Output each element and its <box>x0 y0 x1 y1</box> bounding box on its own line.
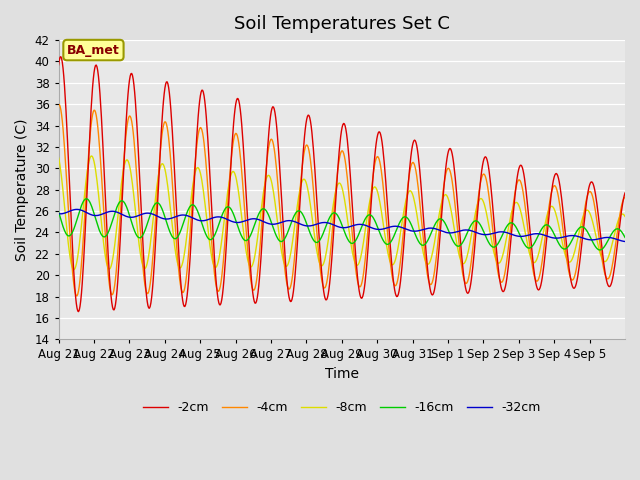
-2cm <box>276 172 284 178</box>
-4cm <box>122 134 130 140</box>
Line: -32cm: -32cm <box>59 209 625 241</box>
X-axis label: Time: Time <box>324 367 359 381</box>
-16cm <box>433 219 440 225</box>
-32cm <box>276 220 284 226</box>
-8cm <box>621 214 629 219</box>
-4cm <box>55 102 63 108</box>
-8cm <box>255 226 262 232</box>
-32cm <box>122 213 130 219</box>
-4cm <box>226 171 234 177</box>
Title: Soil Temperatures Set C: Soil Temperatures Set C <box>234 15 450 33</box>
-2cm <box>402 216 410 222</box>
Line: -4cm: -4cm <box>59 105 625 296</box>
-8cm <box>402 199 410 204</box>
-8cm <box>123 157 131 163</box>
-32cm <box>55 211 63 216</box>
-32cm <box>226 218 234 224</box>
-8cm <box>227 173 234 179</box>
-16cm <box>621 235 629 240</box>
-16cm <box>596 247 604 253</box>
Legend: -2cm, -4cm, -8cm, -16cm, -32cm: -2cm, -4cm, -8cm, -16cm, -32cm <box>138 396 546 420</box>
-32cm <box>401 226 409 232</box>
-2cm <box>57 54 65 60</box>
-16cm <box>55 209 63 215</box>
-16cm <box>254 213 262 218</box>
-8cm <box>88 153 95 159</box>
-2cm <box>75 309 83 314</box>
-32cm <box>254 216 262 222</box>
-4cm <box>72 293 80 299</box>
Y-axis label: Soil Temperature (C): Soil Temperature (C) <box>15 119 29 261</box>
-4cm <box>621 194 629 200</box>
-4cm <box>401 212 409 217</box>
-16cm <box>401 214 409 220</box>
-2cm <box>255 283 262 289</box>
-16cm <box>226 205 234 211</box>
-2cm <box>433 264 441 270</box>
-16cm <box>83 196 90 202</box>
Line: -16cm: -16cm <box>59 199 625 250</box>
-8cm <box>276 240 284 245</box>
-32cm <box>73 206 81 212</box>
-4cm <box>433 251 440 257</box>
-8cm <box>55 155 63 160</box>
-2cm <box>227 165 234 170</box>
-4cm <box>276 201 284 207</box>
-8cm <box>70 267 78 273</box>
Text: BA_met: BA_met <box>67 44 120 57</box>
-8cm <box>433 222 441 228</box>
-2cm <box>123 112 131 118</box>
Line: -8cm: -8cm <box>59 156 625 270</box>
-2cm <box>621 190 629 196</box>
Line: -2cm: -2cm <box>59 57 625 312</box>
-4cm <box>254 266 262 272</box>
-32cm <box>433 226 440 232</box>
-2cm <box>55 62 63 68</box>
-16cm <box>276 238 284 243</box>
-16cm <box>122 202 130 208</box>
-32cm <box>621 239 629 244</box>
